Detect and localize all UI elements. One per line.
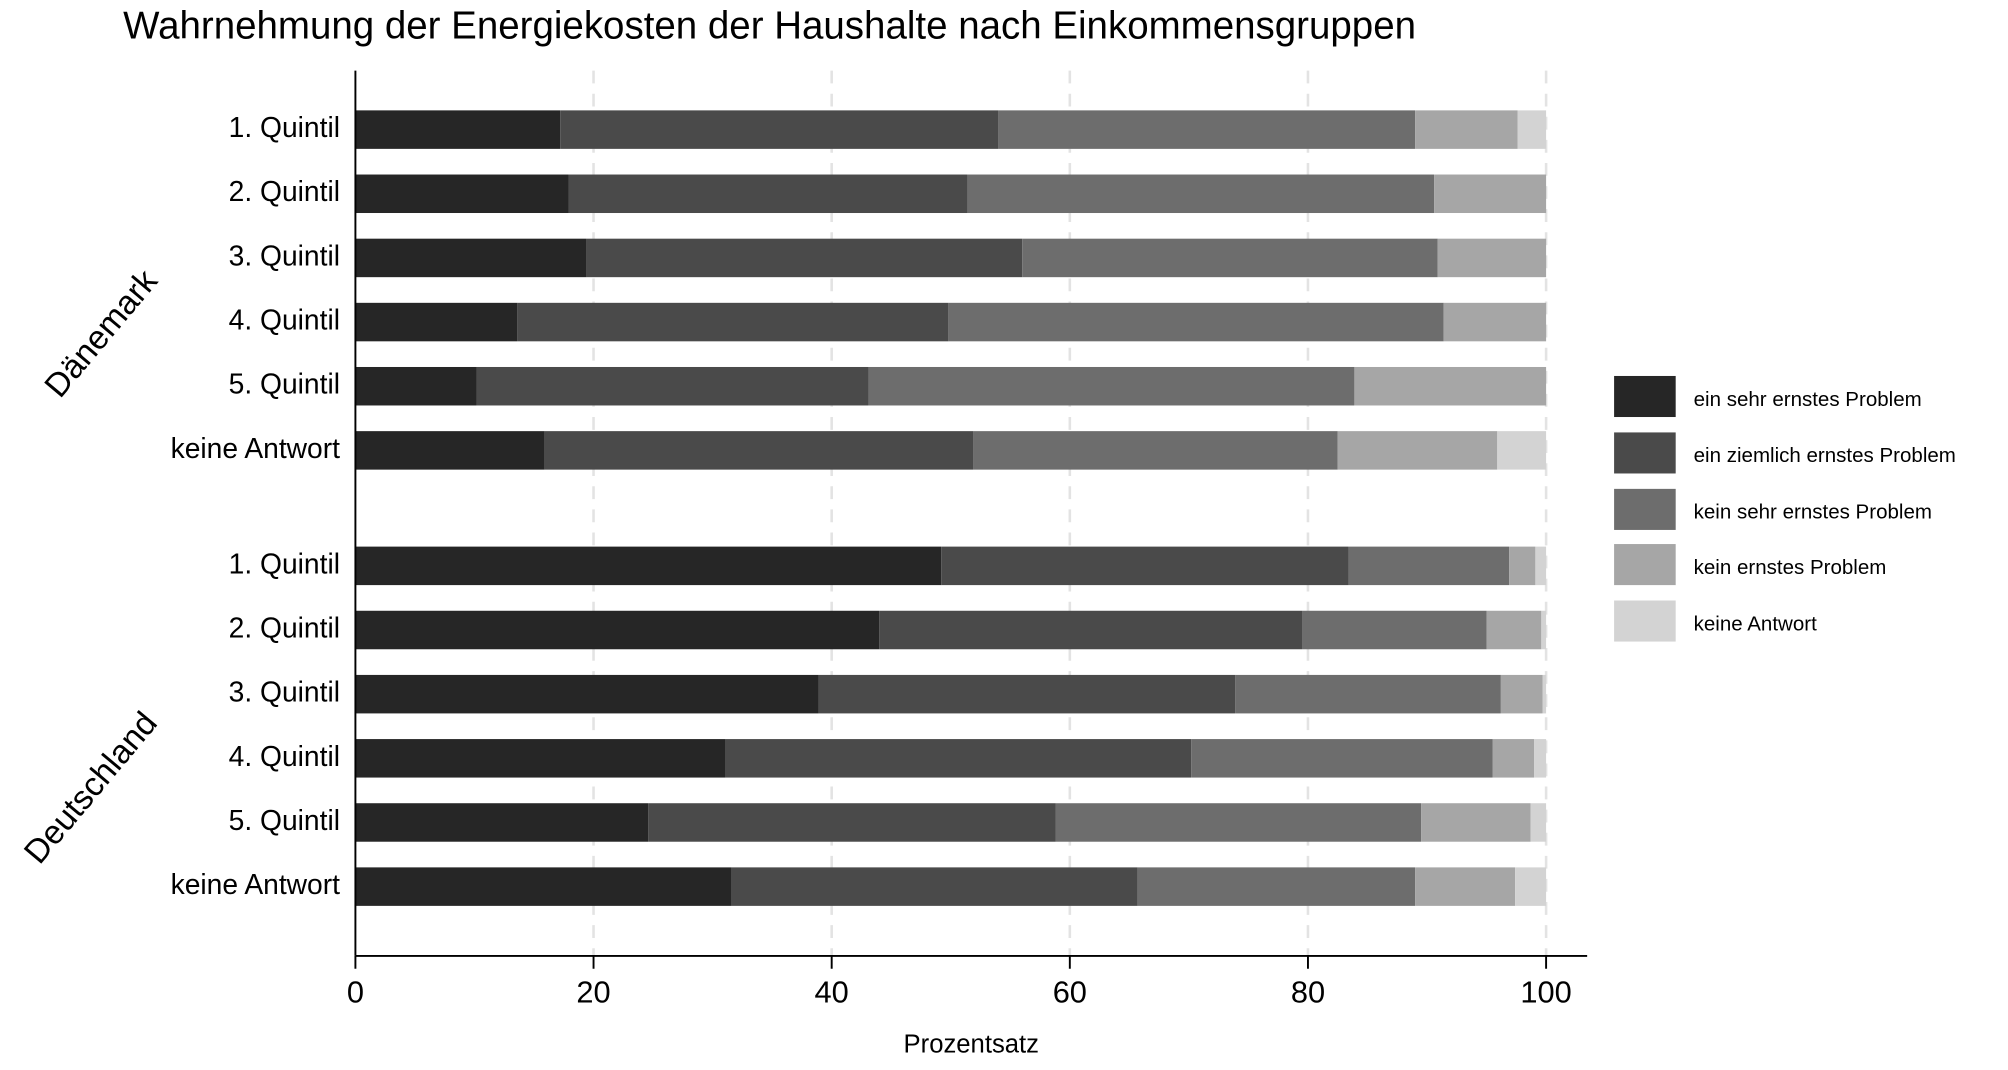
bar-segment: [948, 302, 1444, 342]
bar-segment: [1534, 739, 1547, 778]
bar-segment: [1541, 610, 1547, 650]
bar-segment: [568, 174, 968, 214]
bar-segment: [879, 610, 1303, 650]
y-tick-label: 2. Quintil: [229, 175, 340, 207]
bar-segment: [1055, 803, 1422, 842]
legend-label: kein ernstes Problem: [1694, 556, 1887, 579]
bar-segment: [355, 110, 561, 149]
y-tick-label: keine Antwort: [171, 432, 341, 464]
bar-segment: [1535, 546, 1547, 586]
bar-segment: [1302, 610, 1487, 650]
bar-segment: [1443, 302, 1547, 342]
group-label: Dänemark: [38, 263, 165, 405]
bar-segment: [818, 674, 1236, 714]
x-tick-label: 80: [1291, 975, 1325, 1010]
legend-swatch: [1614, 488, 1676, 530]
bar-segment: [1530, 803, 1547, 842]
y-tick-label: 5. Quintil: [229, 368, 340, 400]
bar-segment: [1348, 546, 1510, 586]
bar-segment: [1437, 238, 1547, 278]
bar-segment: [1492, 739, 1535, 778]
bar-segment: [1515, 867, 1547, 906]
bar-segment: [725, 739, 1192, 778]
bar-segment: [355, 674, 819, 714]
y-tick-label: 1. Quintil: [229, 111, 340, 143]
legend-swatch: [1614, 432, 1676, 474]
bar-segment: [1337, 431, 1498, 470]
y-tick-label: 3. Quintil: [229, 239, 340, 271]
bar-segment: [517, 302, 949, 342]
y-tick-label: 5. Quintil: [229, 804, 340, 836]
x-tick-label: 40: [815, 975, 849, 1010]
legend-label: keine Antwort: [1694, 612, 1817, 635]
bar-segment: [1137, 867, 1416, 906]
bar-segment: [355, 610, 880, 650]
bar-segment: [355, 867, 732, 906]
bar-segment: [355, 803, 649, 842]
bar-segment: [1235, 674, 1501, 714]
bar-segment: [868, 366, 1355, 406]
bar-segment: [1421, 803, 1531, 842]
legend-swatch: [1614, 375, 1676, 418]
chart-title: Wahrnehmung der Energiekosten der Hausha…: [123, 4, 1416, 47]
legend-swatch: [1614, 600, 1676, 642]
y-tick-label: keine Antwort: [171, 868, 341, 900]
bar-segment: [355, 366, 477, 406]
x-tick-label: 20: [576, 975, 610, 1010]
bar-segment: [973, 431, 1338, 470]
bar-segment: [355, 174, 569, 214]
bar-segment: [1022, 238, 1438, 278]
bar-segment: [355, 302, 518, 342]
bar-segment: [1486, 610, 1542, 650]
bar-segment: [1542, 674, 1547, 714]
bar-segment: [1517, 110, 1547, 149]
bar-segment: [355, 739, 726, 778]
y-tick-label: 1. Quintil: [229, 547, 340, 579]
bar-segment: [1415, 110, 1518, 149]
bar-segment: [1500, 674, 1543, 714]
group-label: Deutschland: [17, 705, 165, 871]
bar-segment: [544, 431, 974, 470]
bar-segment: [648, 803, 1056, 842]
bar-segment: [560, 110, 999, 149]
bar-segment: [355, 546, 942, 586]
bar-segment: [1509, 546, 1536, 586]
bar-segment: [998, 110, 1416, 149]
bar-segment: [967, 174, 1435, 214]
y-tick-label: 3. Quintil: [229, 676, 340, 708]
bar-segment: [1434, 174, 1547, 214]
y-tick-label: 2. Quintil: [229, 611, 340, 643]
bar-segment: [731, 867, 1138, 906]
x-tick-label: 0: [347, 975, 364, 1010]
y-tick-label: 4. Quintil: [229, 740, 340, 772]
legend-label: ein sehr ernstes Problem: [1694, 388, 1922, 411]
legend-swatch: [1614, 544, 1676, 586]
bar-segment: [1415, 867, 1516, 906]
bar-segment: [476, 366, 869, 406]
x-tick-label: 60: [1053, 975, 1087, 1010]
bar-segment: [941, 546, 1349, 586]
x-axis-label: Prozentsatz: [904, 1031, 1039, 1059]
bar-segment: [1497, 431, 1547, 470]
bar-segment: [586, 238, 1023, 278]
legend-label: kein sehr ernstes Problem: [1694, 501, 1932, 524]
x-tick-label: 100: [1520, 975, 1571, 1010]
bar-segment: [1191, 739, 1493, 778]
y-tick-label: 4. Quintil: [229, 304, 340, 336]
bar-segment: [355, 431, 545, 470]
bar-segment: [355, 238, 587, 278]
legend-label: ein ziemlich ernstes Problem: [1694, 444, 1956, 467]
bar-segment: [1354, 366, 1547, 406]
